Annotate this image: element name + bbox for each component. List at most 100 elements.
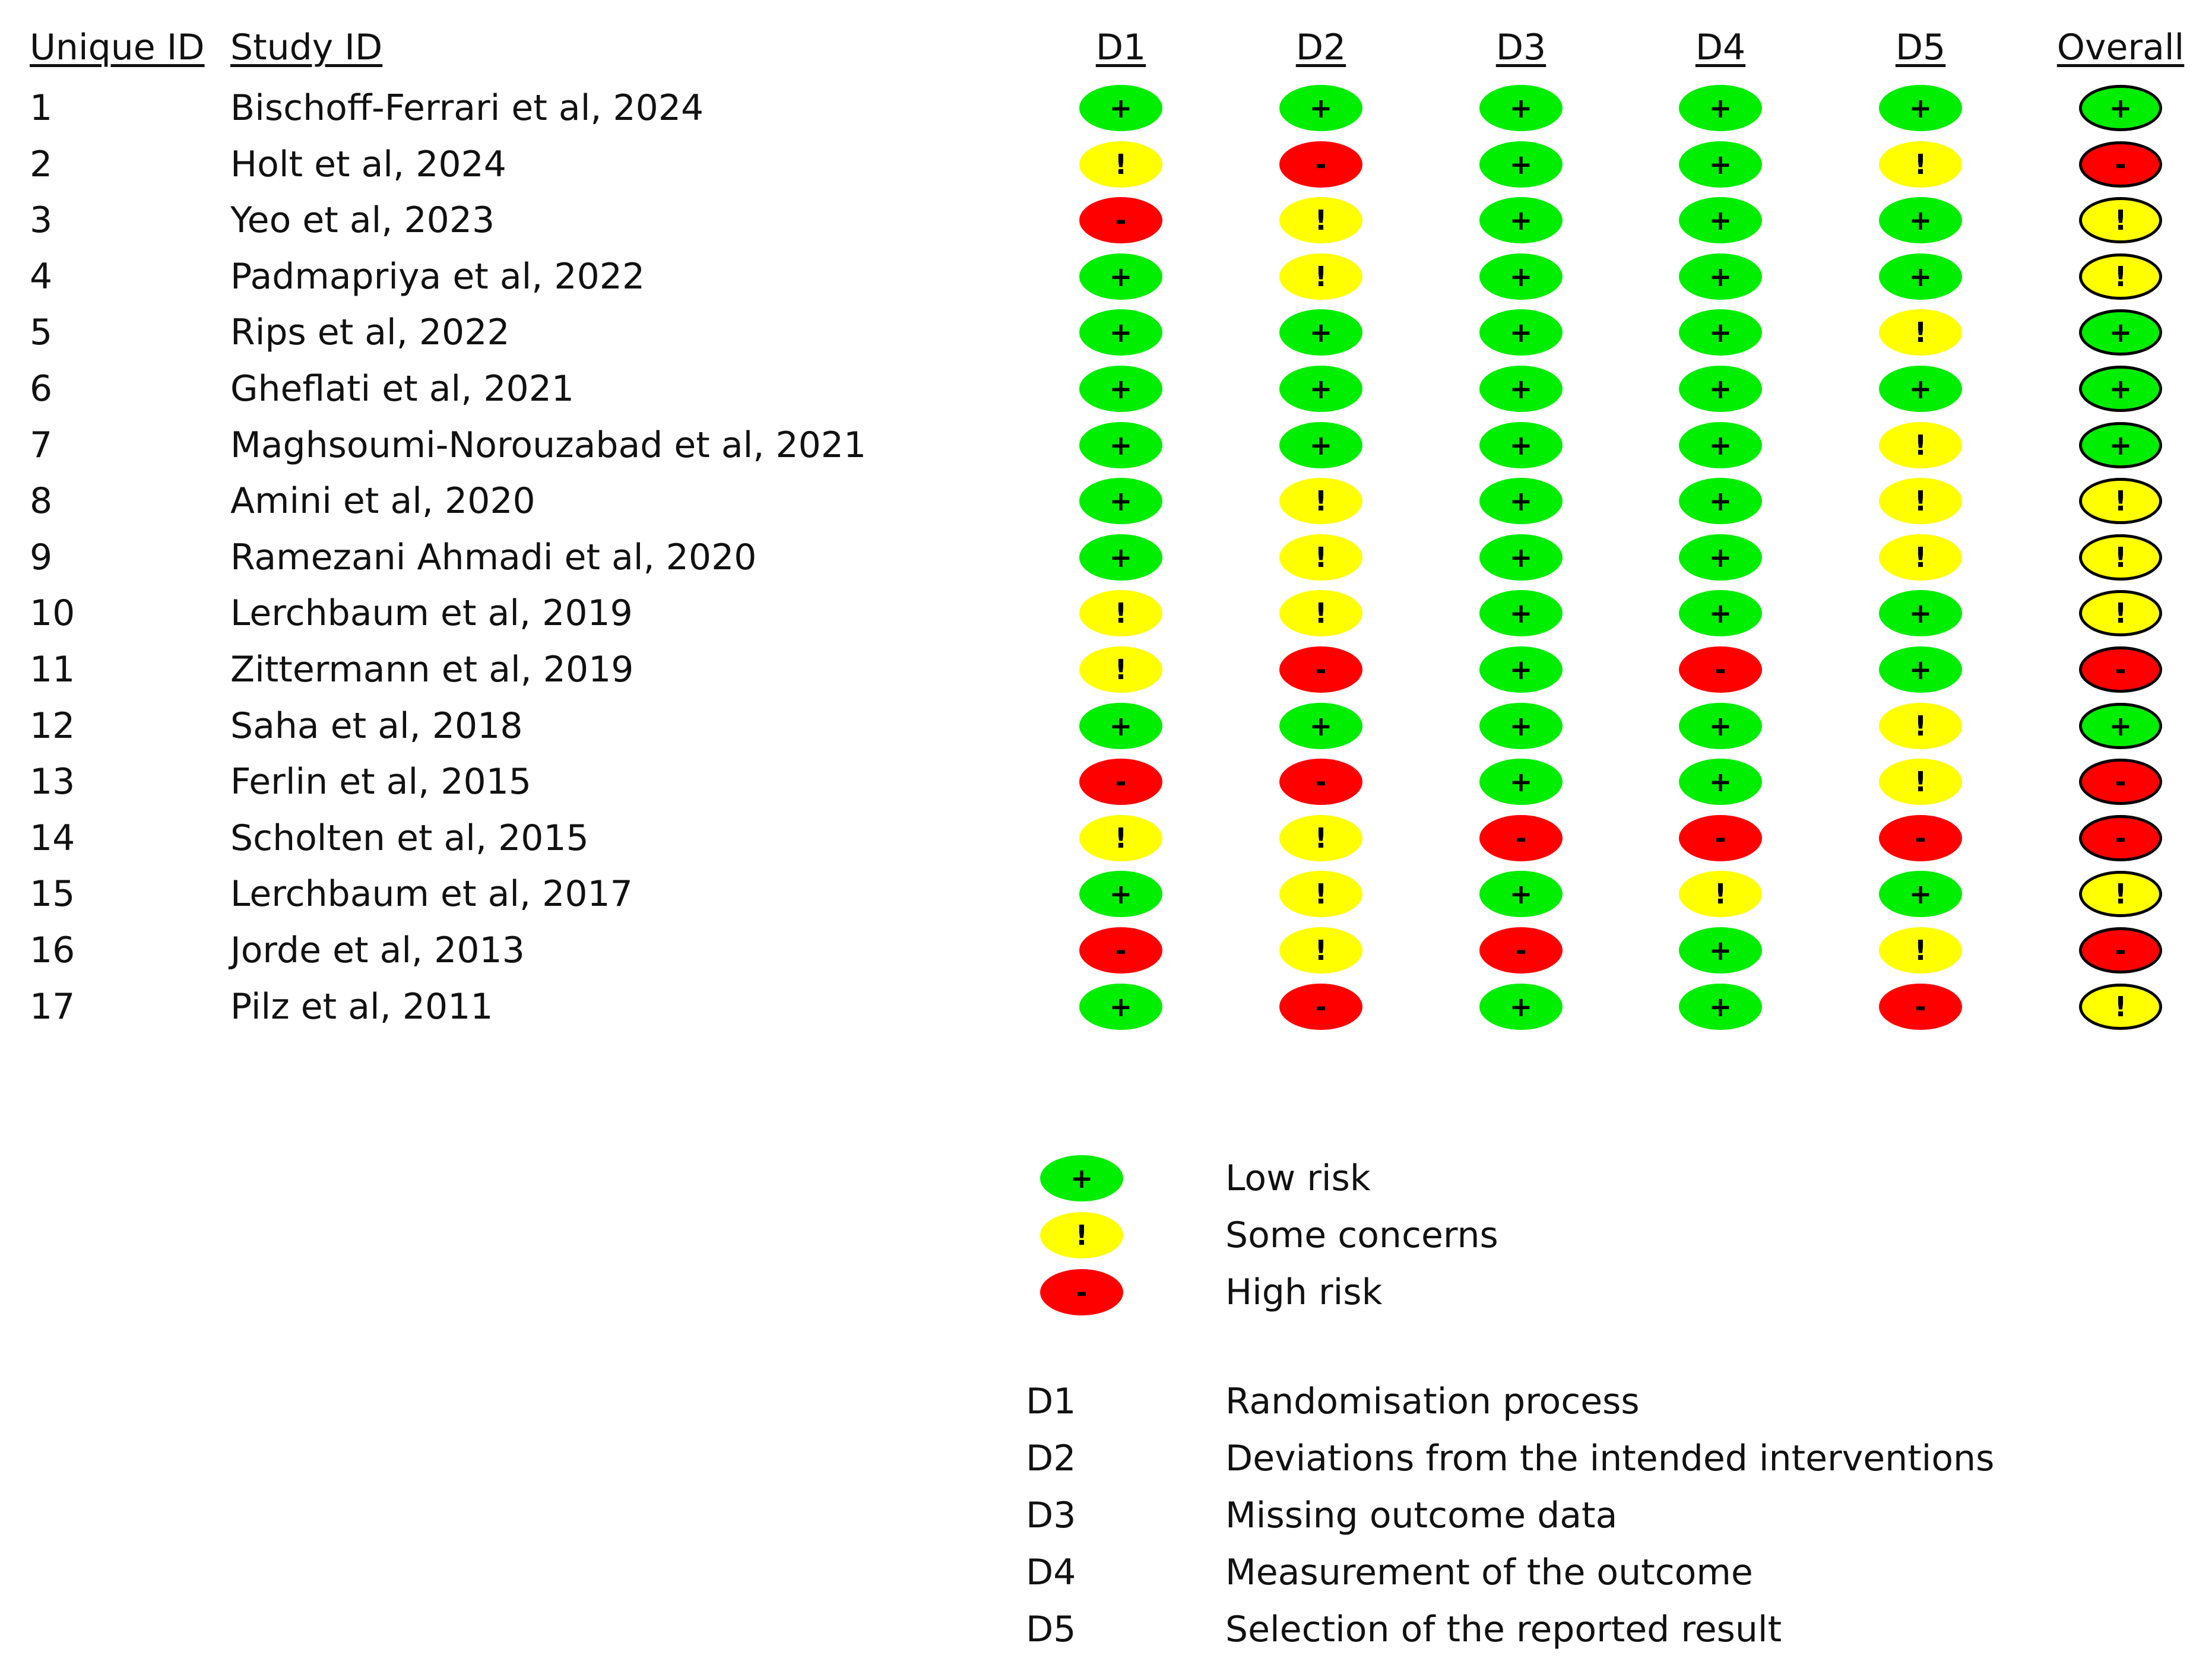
judgement-badge-d1: + [1079, 85, 1162, 131]
judgement-badge-overall: - [2079, 927, 2162, 974]
judgement-badge-d4: + [1679, 309, 1762, 356]
judgement-badge-d2: ! [1279, 814, 1362, 861]
unique-id-cell: 15 [30, 873, 75, 915]
header-d4: D4 [1695, 27, 1746, 68]
judgement-badge-d3: + [1479, 871, 1563, 918]
judgement-badge-d3: + [1479, 366, 1563, 412]
legend-label-some: Some concerns [1225, 1215, 1498, 1256]
study-id-cell: Ferlin et al, 2015 [230, 761, 532, 803]
legend-domain-code: D3 [1026, 1495, 1076, 1536]
judgement-badge-d1: ! [1079, 814, 1162, 861]
judgement-badge-d1: ! [1079, 590, 1162, 637]
judgement-badge-d4: + [1679, 983, 1762, 1030]
unique-id-cell: 1 [30, 87, 53, 129]
judgement-badge-d5: ! [1879, 759, 1962, 806]
judgement-badge-d1: + [1079, 253, 1162, 300]
judgement-badge-d3: - [1479, 927, 1563, 974]
legend-badge-high: - [1040, 1269, 1123, 1315]
judgement-badge-overall: + [2079, 702, 2162, 749]
unique-id-cell: 4 [30, 255, 53, 297]
judgement-badge-d1: + [1079, 421, 1162, 468]
judgement-badge-d5: ! [1879, 534, 1962, 581]
unique-id-cell: 2 [30, 143, 53, 185]
judgement-badge-d3: + [1479, 646, 1563, 693]
legend-domain-label: Missing outcome data [1225, 1495, 1618, 1536]
judgement-badge-d1: - [1079, 197, 1162, 244]
judgement-badge-d5: ! [1879, 309, 1962, 356]
judgement-badge-overall: + [2079, 85, 2162, 131]
unique-id-cell: 13 [30, 761, 75, 803]
judgement-badge-d5: ! [1879, 702, 1962, 749]
judgement-badge-d5: + [1879, 197, 1962, 244]
judgement-badge-d1: + [1079, 478, 1162, 525]
judgement-badge-d3: + [1479, 141, 1563, 188]
judgement-badge-d1: + [1079, 534, 1162, 581]
study-id-cell: Pilz et al, 2011 [230, 985, 493, 1028]
unique-id-cell: 16 [30, 930, 75, 971]
judgement-badge-d1: + [1079, 366, 1162, 412]
judgement-badge-d5: - [1879, 814, 1962, 861]
legend-badge-low: + [1040, 1155, 1123, 1201]
study-id-cell: Lerchbaum et al, 2019 [230, 592, 633, 635]
judgement-badge-d2: + [1279, 366, 1362, 412]
judgement-badge-d4: ! [1679, 871, 1762, 918]
study-id-cell: Bischoff-Ferrari et al, 2024 [230, 87, 704, 129]
study-id-cell: Padmapriya et al, 2022 [230, 255, 645, 297]
judgement-badge-overall: + [2079, 421, 2162, 468]
judgement-badge-d1: - [1079, 759, 1162, 806]
judgement-badge-overall: ! [2079, 478, 2162, 525]
judgement-badge-d5: - [1879, 983, 1962, 1030]
judgement-badge-d2: - [1279, 983, 1362, 1030]
judgement-badge-d2: ! [1279, 197, 1362, 244]
study-id-cell: Lerchbaum et al, 2017 [230, 873, 633, 915]
judgement-badge-d1: - [1079, 927, 1162, 974]
judgement-badge-d4: - [1679, 646, 1762, 693]
unique-id-cell: 11 [30, 649, 75, 690]
judgement-badge-d4: + [1679, 253, 1762, 300]
header-d3: D3 [1495, 27, 1547, 68]
judgement-badge-d5: + [1879, 646, 1962, 693]
judgement-badge-d2: - [1279, 646, 1362, 693]
judgement-badge-d4: + [1679, 534, 1762, 581]
header-study-id: Study ID [230, 27, 383, 68]
legend-domain-label: Randomisation process [1225, 1381, 1640, 1422]
unique-id-cell: 17 [30, 985, 75, 1028]
unique-id-cell: 14 [30, 817, 75, 859]
judgement-badge-d3: + [1479, 253, 1563, 300]
unique-id-cell: 10 [30, 592, 75, 635]
judgement-badge-d4: + [1679, 590, 1762, 637]
judgement-badge-d2: + [1279, 702, 1362, 749]
unique-id-cell: 6 [30, 368, 53, 410]
judgement-badge-d3: + [1479, 983, 1563, 1030]
judgement-badge-overall: ! [2079, 197, 2162, 244]
judgement-badge-overall: + [2079, 366, 2162, 412]
judgement-badge-d3: + [1479, 759, 1563, 806]
legend-domain-label: Deviations from the intended interventio… [1225, 1438, 1995, 1479]
judgement-badge-d4: + [1679, 141, 1762, 188]
judgement-badge-d5: ! [1879, 421, 1962, 468]
unique-id-cell: 8 [30, 480, 53, 522]
legend-domain-label: Selection of the reported result [1225, 1609, 1782, 1650]
judgement-badge-d5: + [1879, 871, 1962, 918]
judgement-badge-d2: ! [1279, 253, 1362, 300]
legend-label-low: Low risk [1225, 1158, 1371, 1199]
judgement-badge-d2: + [1279, 85, 1362, 131]
unique-id-cell: 7 [30, 424, 53, 466]
judgement-badge-d3: + [1479, 197, 1563, 244]
legend-domain-code: D4 [1026, 1552, 1076, 1593]
judgement-badge-overall: - [2079, 759, 2162, 806]
judgement-badge-d3: + [1479, 85, 1563, 131]
legend-label-high: High risk [1225, 1272, 1383, 1313]
judgement-badge-d3: - [1479, 814, 1563, 861]
judgement-badge-overall: ! [2079, 253, 2162, 300]
judgement-badge-d2: ! [1279, 927, 1362, 974]
unique-id-cell: 9 [30, 536, 53, 578]
legend-badge-some: ! [1040, 1212, 1123, 1258]
unique-id-cell: 3 [30, 199, 53, 242]
judgement-badge-overall: ! [2079, 983, 2162, 1030]
legend-domain-label: Measurement of the outcome [1225, 1552, 1753, 1593]
judgement-badge-d5: + [1879, 253, 1962, 300]
judgement-badge-overall: ! [2079, 590, 2162, 637]
judgement-badge-d5: ! [1879, 927, 1962, 974]
judgement-badge-d3: + [1479, 421, 1563, 468]
